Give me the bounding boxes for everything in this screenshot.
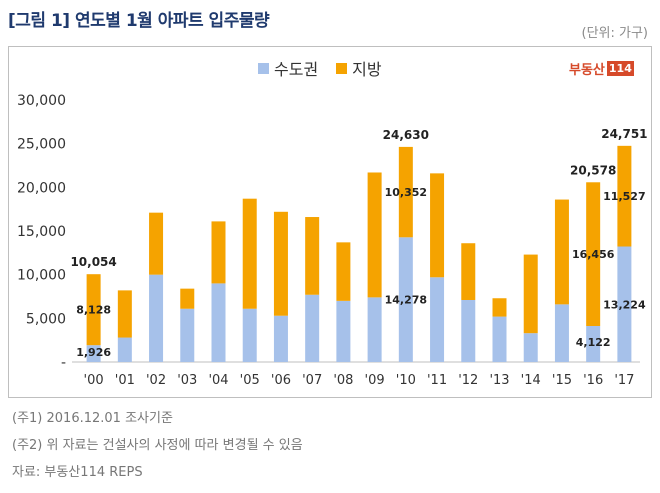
- bar-segment-capital: [211, 283, 226, 362]
- legend-item-capital: 수도권: [258, 56, 318, 80]
- x-tick-label: '06: [271, 373, 291, 388]
- unit-note: (단위: 가구): [581, 26, 649, 41]
- bar-segment-local: [586, 182, 601, 327]
- bar-segment-capital: [117, 337, 132, 362]
- bar-segment-local: [180, 288, 195, 309]
- x-tick-label: '02: [146, 373, 166, 388]
- data-label: 10,054: [70, 255, 116, 269]
- bar-segment-local: [398, 146, 413, 238]
- bar-segment-capital: [523, 333, 538, 362]
- legend-swatch-capital: [258, 62, 269, 74]
- y-tick-label: 30,000: [17, 93, 66, 109]
- x-tick-label: '05: [240, 373, 260, 388]
- bar-segment-capital: [305, 294, 320, 362]
- footnote-source: 자료: 부동산114 REPS: [12, 465, 143, 480]
- bar-segment-capital: [617, 246, 632, 362]
- data-label: 4,122: [576, 336, 611, 349]
- bar-segment-local: [523, 254, 538, 334]
- bar-segment-local: [149, 212, 164, 275]
- x-tick-label: '09: [365, 373, 385, 388]
- legend-item-local: 지방: [336, 56, 382, 80]
- bar-segment-local: [336, 242, 351, 301]
- bar-segment-local: [554, 199, 569, 305]
- y-tick-label: 15,000: [17, 224, 66, 240]
- data-label: 16,456: [572, 248, 615, 261]
- data-label: 20,578: [570, 163, 616, 177]
- bar-segment-local: [211, 221, 226, 284]
- footnote-1: (주1) 2016.12.01 조사기준: [12, 411, 173, 426]
- data-label: 14,278: [385, 294, 427, 307]
- bar-segment-local: [305, 217, 320, 295]
- x-tick-label: '12: [458, 373, 478, 388]
- bar-segment-local: [430, 173, 445, 278]
- bar-segment-capital: [180, 308, 195, 362]
- bar-segment-capital: [554, 304, 569, 362]
- stacked-bar-chart: - 5,000 10,000 15,000 20,000 25,000 30,000 '00 '…: [17, 93, 648, 388]
- bar-segment-local: [461, 243, 476, 300]
- bar-segment-capital: [492, 316, 507, 362]
- bar-segment-local: [492, 298, 507, 317]
- x-tick-label: '04: [208, 373, 228, 388]
- data-label: 24,630: [383, 128, 429, 142]
- bar-segment-local: [86, 274, 101, 346]
- y-tick-label: 25,000: [17, 137, 66, 153]
- brand-logo: 부동산 114: [569, 59, 634, 78]
- x-tick-label: '16: [583, 373, 603, 388]
- x-tick-label: '13: [489, 373, 509, 388]
- data-label: 10,352: [385, 186, 427, 199]
- footnote-2: (주2) 위 자료는 건설사의 사정에 따라 변경될 수 있음: [12, 438, 303, 453]
- x-tick-label: '14: [521, 373, 541, 388]
- bar-segment-local: [242, 198, 257, 309]
- bar-segment-capital: [398, 237, 413, 362]
- data-label: 8,128: [76, 304, 111, 317]
- bar-segment-capital: [149, 274, 164, 362]
- bar-segment-local: [117, 290, 132, 338]
- x-tick-label: '01: [115, 373, 135, 388]
- x-tick-label: '17: [614, 373, 634, 388]
- bar-segment-local: [273, 211, 288, 316]
- x-tick-label: '00: [84, 373, 104, 388]
- legend-label-capital: 수도권: [274, 60, 319, 79]
- figure-title: [그림 1] 연도별 1월 아파트 입주물량: [8, 11, 270, 31]
- x-tick-label: '03: [177, 373, 197, 388]
- y-tick-label: 10,000: [17, 268, 66, 284]
- bar-segment-local: [367, 172, 382, 298]
- bar-segment-capital: [336, 300, 351, 362]
- bar-segment-capital: [430, 277, 445, 362]
- data-label: 1,926: [76, 346, 111, 359]
- x-tick-label: '07: [302, 373, 322, 388]
- x-tick-label: '08: [333, 373, 353, 388]
- x-tick-label: '11: [427, 373, 447, 388]
- bar-segment-capital: [86, 345, 101, 362]
- bar-segment-capital: [461, 299, 476, 362]
- bar-segment-capital: [273, 315, 288, 362]
- bar-segment-capital: [242, 308, 257, 362]
- chart-legend: 수도권 지방: [258, 56, 382, 80]
- data-label: 24,751: [601, 127, 647, 141]
- bar-segment-capital: [586, 326, 601, 362]
- legend-label-local: 지방: [352, 60, 382, 79]
- y-tick-label: 20,000: [17, 180, 66, 196]
- chart-frame: [8, 46, 652, 398]
- bar-segment-local: [617, 145, 632, 247]
- data-label: 11,527: [603, 190, 645, 203]
- bar-segment-capital: [367, 297, 382, 362]
- y-tick-label: -: [61, 355, 66, 371]
- x-tick-label: '10: [396, 373, 416, 388]
- data-label: 13,224: [603, 298, 646, 311]
- logo-text: 부동산: [569, 63, 605, 78]
- legend-swatch-local: [336, 62, 348, 74]
- logo-number: 114: [606, 61, 634, 76]
- x-tick-label: '15: [552, 373, 572, 388]
- y-tick-label: 5,000: [26, 311, 66, 327]
